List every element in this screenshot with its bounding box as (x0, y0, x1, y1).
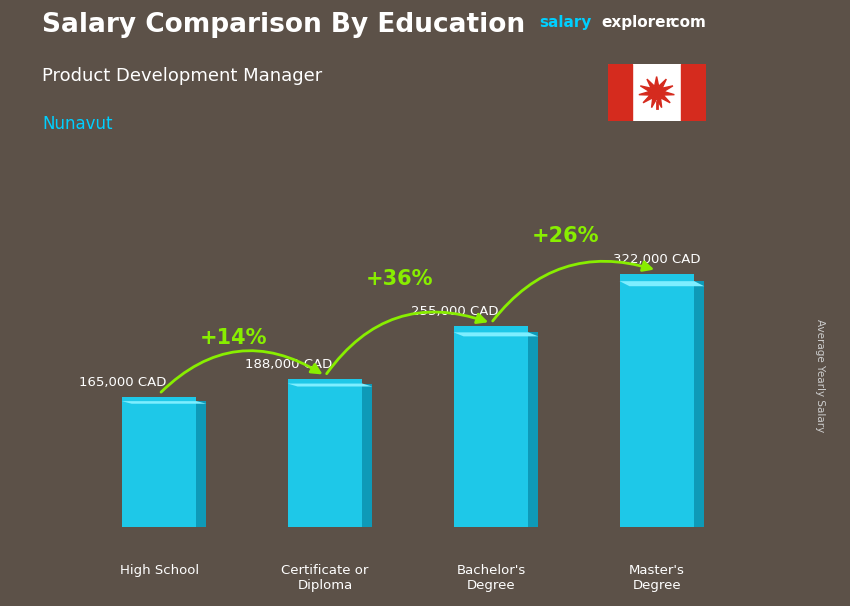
Bar (454, 326, 529, 527)
Text: salary: salary (540, 15, 592, 30)
Polygon shape (694, 281, 704, 527)
Polygon shape (639, 76, 674, 108)
FancyArrowPatch shape (161, 351, 320, 392)
Text: +36%: +36% (366, 269, 434, 289)
FancyArrowPatch shape (493, 261, 651, 321)
Bar (681, 64, 706, 121)
Text: Master's
Degree: Master's Degree (629, 564, 685, 591)
Bar (620, 273, 694, 527)
Text: Certificate or
Diploma: Certificate or Diploma (281, 564, 369, 591)
Text: Average Yearly Salary: Average Yearly Salary (815, 319, 825, 432)
Text: Salary Comparison By Education: Salary Comparison By Education (42, 12, 525, 38)
Text: Nunavut: Nunavut (42, 115, 113, 133)
Text: .com: .com (666, 15, 706, 30)
Text: +14%: +14% (200, 328, 268, 348)
Polygon shape (196, 401, 207, 527)
Bar (122, 398, 196, 527)
FancyArrowPatch shape (326, 312, 485, 374)
Text: explorer: explorer (602, 15, 674, 30)
Text: High School: High School (120, 564, 199, 576)
Polygon shape (620, 281, 704, 286)
Text: 255,000 CAD: 255,000 CAD (411, 305, 498, 319)
Bar (608, 64, 632, 121)
Polygon shape (362, 384, 372, 527)
Polygon shape (454, 332, 538, 336)
Text: Product Development Manager: Product Development Manager (42, 67, 323, 85)
Text: 188,000 CAD: 188,000 CAD (245, 358, 332, 371)
Bar (287, 379, 362, 527)
Text: Bachelor's
Degree: Bachelor's Degree (456, 564, 525, 591)
Polygon shape (529, 332, 538, 527)
Text: 165,000 CAD: 165,000 CAD (79, 376, 167, 389)
Polygon shape (287, 384, 372, 387)
Text: 322,000 CAD: 322,000 CAD (613, 253, 700, 265)
Polygon shape (122, 401, 207, 404)
Text: +26%: +26% (532, 225, 599, 246)
